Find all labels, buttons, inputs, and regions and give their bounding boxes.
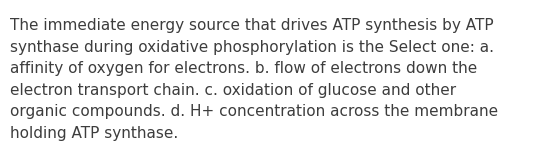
Text: The immediate energy source that drives ATP synthesis by ATP
synthase during oxi: The immediate energy source that drives … (10, 18, 498, 141)
